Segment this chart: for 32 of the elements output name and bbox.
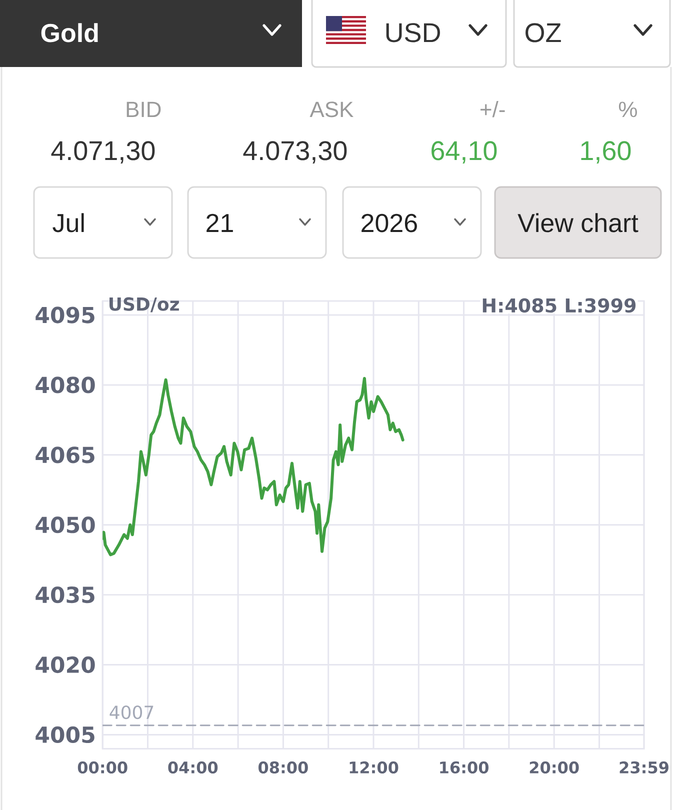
x-tick-label: 20:00 — [530, 761, 579, 774]
text: USD — [386, 23, 440, 42]
text: OZ — [526, 23, 561, 42]
text: 1,60 — [581, 141, 631, 164]
y-tick-label: 4035 — [36, 586, 94, 604]
y-tick-label: 4020 — [36, 656, 95, 674]
y-axis-title: USD/oz — [110, 297, 179, 312]
text: 4.073,30 — [243, 141, 347, 164]
y-tick-label: 4065 — [36, 446, 94, 464]
x-tick-label: 08:00 — [258, 761, 308, 774]
x-tick-label: 16:00 — [440, 761, 489, 774]
x-tick-label: 00:00 — [78, 761, 128, 774]
ref-line-label: 4007 — [110, 706, 154, 720]
text: 2026 — [362, 214, 417, 232]
text: 64,10 — [432, 141, 497, 164]
x-tick-label: 23:59 — [620, 761, 668, 774]
annotation: H:4085 L:3999 — [482, 298, 636, 313]
text: ASK — [310, 102, 354, 118]
text: View chart — [518, 213, 638, 232]
text: Gold — [41, 23, 98, 42]
x-tick-label: 04:00 — [168, 761, 218, 774]
text: Jul — [52, 213, 84, 232]
y-tick-label: 4080 — [36, 376, 95, 394]
text: 4.071,30 — [51, 141, 155, 164]
text: 21 — [206, 214, 233, 232]
text: +/- — [480, 101, 505, 118]
text: % — [618, 102, 637, 118]
y-tick-label: 4095 — [36, 306, 94, 324]
y-tick-label: 4005 — [36, 726, 94, 744]
y-tick-label: 4050 — [36, 516, 95, 534]
x-tick-label: 12:00 — [350, 761, 398, 774]
text: BID — [126, 102, 161, 117]
